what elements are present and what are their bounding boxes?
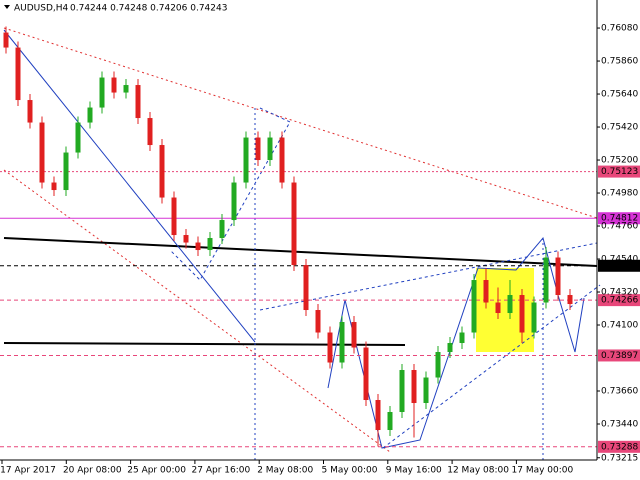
candle-body (267, 137, 273, 161)
y-tick-label: 0.75860 (601, 57, 638, 67)
candle-body (195, 242, 201, 251)
candle-body (315, 310, 321, 333)
candle-body (567, 295, 573, 305)
candle-body (291, 182, 297, 266)
candle-body (459, 332, 465, 344)
candle-body (543, 257, 549, 303)
x-tick-label: 12 May 08:00 (447, 466, 509, 476)
x-tick-label: 27 Apr 16:00 (192, 466, 251, 476)
y-tick-label: 0.76080 (601, 24, 638, 34)
candle-body (147, 118, 153, 146)
candle-body (255, 137, 261, 161)
price-box-label: 0.74812 (601, 214, 638, 224)
candle-body (207, 238, 213, 251)
candle-body (351, 322, 357, 348)
candle-body (183, 235, 189, 243)
candle-body (327, 332, 333, 363)
candle-body (495, 302, 501, 314)
candle-body (135, 85, 141, 119)
candle-body (435, 352, 441, 378)
candle-body (555, 257, 561, 296)
candle-body (111, 77, 117, 93)
candle-body (159, 145, 165, 198)
axes: 0.76080 0.75860 0.75640 0.75420 0.75200 0.749… (0, 24, 638, 476)
symbol: AUDUSD,H4 (14, 4, 69, 14)
x-tick-label: 17 Apr 2017 (0, 466, 56, 476)
candle-body (411, 370, 417, 404)
channel (169, 107, 291, 281)
candle-body (363, 347, 369, 401)
candle-body (51, 182, 57, 191)
candle-body (63, 152, 69, 191)
price-box (598, 259, 640, 272)
y-tick-label: 0.73440 (601, 420, 638, 430)
candle-body (3, 32, 9, 48)
candle-body (15, 47, 21, 101)
y-tick-label: 0.74980 (601, 189, 638, 199)
candle-body (507, 295, 513, 314)
candle-body (39, 122, 45, 183)
candle-body (519, 295, 525, 333)
y-tick-label: 0.74320 (601, 288, 638, 298)
x-tick-label: 5 May 00:00 (322, 466, 378, 476)
x-tick-label: 17 May 00:00 (512, 466, 574, 476)
quote: 0.74244 0.74248 0.74206 0.74243 (70, 4, 227, 14)
price-box-label: 0.75123 (601, 167, 638, 177)
candle-body (99, 77, 105, 108)
x-tick-label: 25 Apr 00:00 (127, 466, 186, 476)
candle-body (87, 107, 93, 123)
y-tick-label: 0.75200 (601, 156, 638, 166)
levels: 0.75123 0.74812 0.74495 0.74266 0.73897 0.732… (0, 165, 640, 453)
y-tick-label: 0.74100 (601, 321, 638, 331)
candle-body (471, 280, 477, 333)
candle-body (339, 322, 345, 363)
candle-body (243, 137, 249, 183)
candle-body (447, 343, 453, 353)
x-tick-label: 20 Apr 08:00 (63, 466, 122, 476)
candle-body (171, 197, 177, 236)
price-box-label: 0.74495 (601, 261, 638, 271)
price-box (598, 294, 640, 307)
trend-line (3, 27, 598, 219)
candle-body (399, 370, 405, 413)
candle-body (303, 265, 309, 311)
y-tick-label: 0.73660 (601, 387, 638, 397)
price-box (598, 440, 640, 453)
candle-body (231, 182, 237, 221)
candles (3, 26, 573, 447)
candle-body (531, 302, 537, 333)
price-box-label: 0.74266 (601, 296, 638, 306)
y-tick-label: 0.75420 (601, 123, 638, 133)
price-box (598, 165, 640, 178)
x-tick-label: 9 May 16:00 (386, 466, 442, 476)
candle-body (279, 137, 285, 183)
y-tick-label: 0.74760 (601, 222, 638, 232)
trend-line (3, 29, 256, 343)
price-box (598, 349, 640, 362)
x-tick-label: 2 May 08:00 (257, 466, 313, 476)
support-line (3, 342, 406, 346)
price-box-label: 0.73288 (601, 442, 638, 452)
price-box-label: 0.73897 (601, 351, 638, 361)
support-line (3, 237, 598, 267)
y-tick-label: 0.73215 (601, 453, 638, 463)
candle-body (483, 280, 489, 303)
price-box (598, 212, 640, 225)
candle-body (387, 412, 393, 431)
candle-body (219, 220, 225, 239)
candle-body (375, 400, 381, 431)
candle-body (75, 122, 81, 153)
menu-arrow[interactable] (4, 5, 10, 9)
y-tick-label: 0.75640 (601, 90, 638, 100)
candle-body (423, 377, 429, 404)
y-tick-label: 0.74540 (601, 255, 638, 265)
candle-body (123, 85, 129, 93)
candle-body (27, 100, 33, 123)
